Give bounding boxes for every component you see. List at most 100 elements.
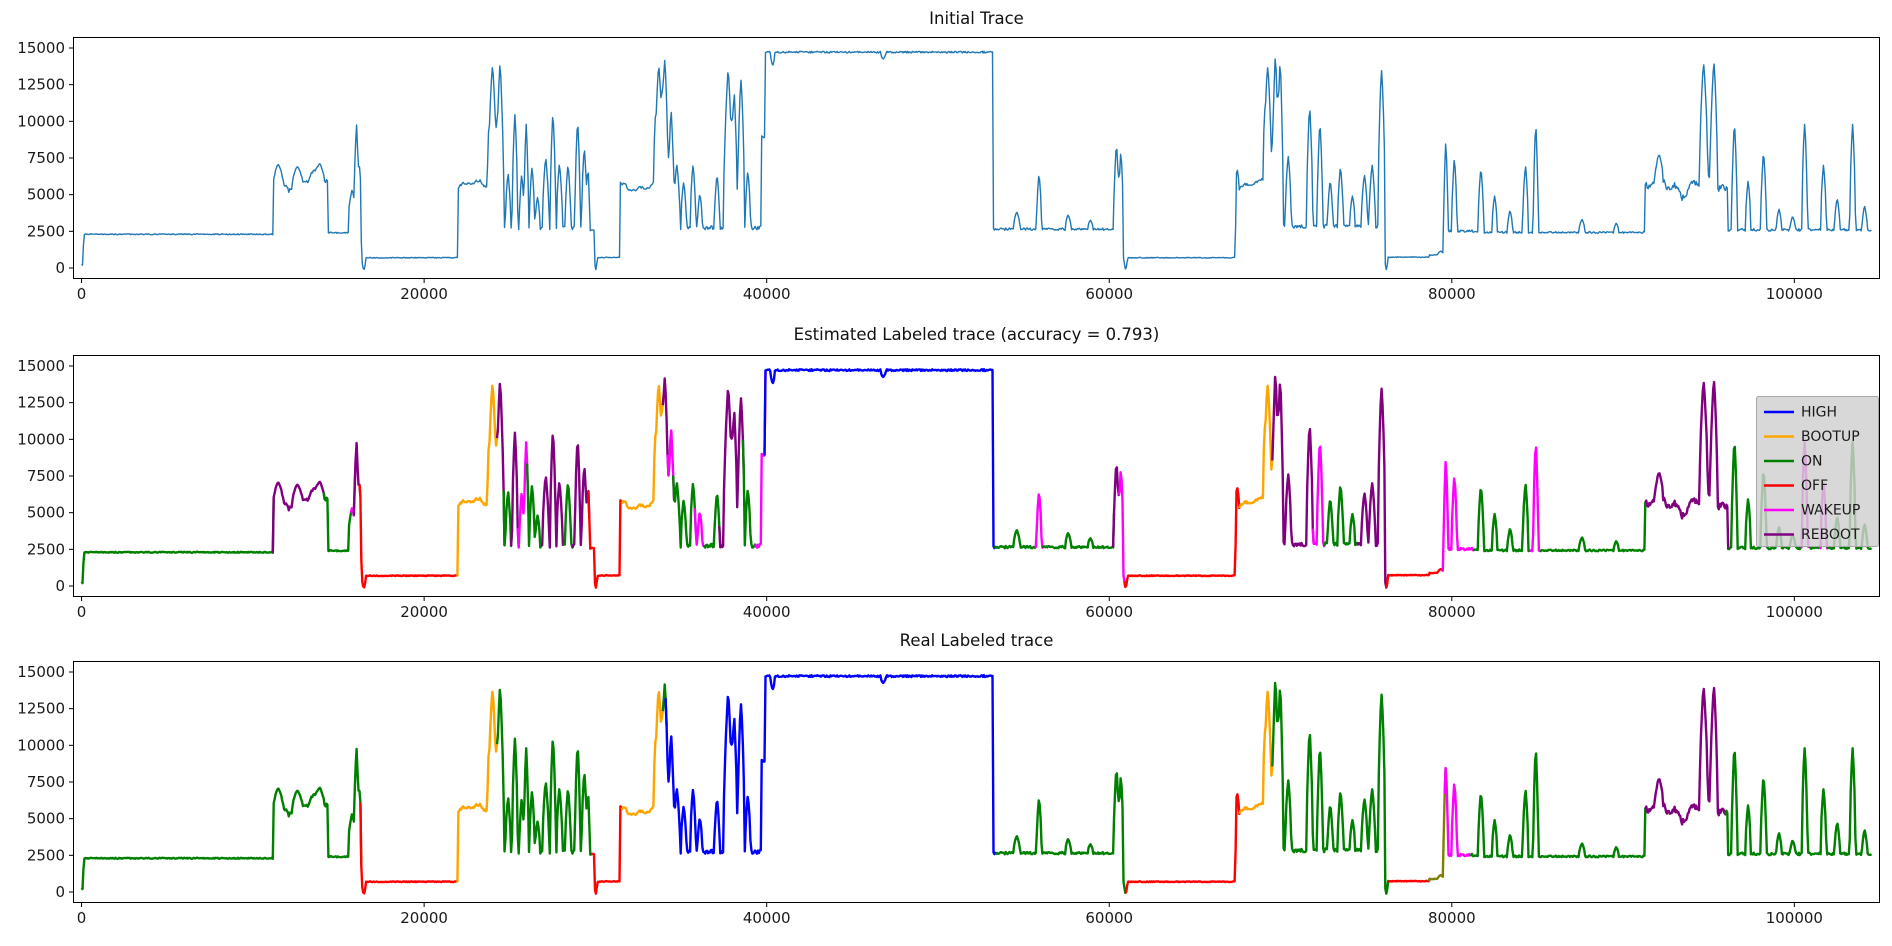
trace-segment-REBOOT bbox=[271, 480, 326, 553]
trace-segment-ON bbox=[80, 747, 363, 891]
y-tick-label: 12500 bbox=[17, 394, 65, 412]
trace-segment-ON bbox=[80, 497, 275, 585]
y-tick-label: 2500 bbox=[27, 540, 65, 558]
x-tick-label: 0 bbox=[77, 285, 87, 303]
trace-segment-ON bbox=[495, 688, 593, 856]
trace-segment-ON bbox=[322, 492, 354, 553]
x-tick-label: 60000 bbox=[1085, 285, 1133, 303]
x-tick-label: 40000 bbox=[743, 603, 791, 621]
trace-segment-ON bbox=[1808, 545, 1822, 550]
legend-label-BOOTUP: BOOTUP bbox=[1801, 429, 1860, 445]
subplot2-title: Estimated Labeled trace (accuracy = 0.79… bbox=[793, 325, 1160, 344]
trace-segment-HIGH bbox=[763, 368, 997, 550]
trace-segment-REBOOT bbox=[571, 444, 591, 549]
legend-label-REBOOT: REBOOT bbox=[1801, 527, 1860, 543]
legend-label-HIGH: HIGH bbox=[1801, 405, 1837, 421]
trace-segment-ON bbox=[672, 475, 697, 549]
trace-segment-ON bbox=[1271, 681, 1390, 895]
series-group bbox=[81, 50, 1872, 271]
trace-segment-BOOTUP bbox=[456, 690, 500, 883]
trace-segment-REBOOT bbox=[1356, 387, 1389, 589]
series-group bbox=[80, 674, 1873, 895]
y-tick-label: 5000 bbox=[27, 504, 65, 522]
trace-segment-WAKEUP bbox=[1443, 766, 1472, 858]
x-tick-label: 100000 bbox=[1766, 285, 1823, 303]
trace-segment-BOOTUP bbox=[1238, 690, 1275, 815]
trace-segment-ON bbox=[525, 463, 543, 549]
trace-segment-REBOOT bbox=[1644, 686, 1728, 826]
x-tick-label: 60000 bbox=[1085, 603, 1133, 621]
trace-segment-ON bbox=[702, 494, 722, 549]
y-tick-label: 10000 bbox=[17, 112, 65, 130]
subplot3-title: Real Labeled trace bbox=[899, 631, 1054, 650]
subplot1-title: Initial Trace bbox=[929, 9, 1024, 28]
trace-segment-BOOTUP bbox=[620, 691, 665, 816]
trace-segment-REBOOT bbox=[1644, 380, 1730, 551]
trace-segment-OFF bbox=[1387, 878, 1431, 883]
trace-segment-WAKEUP bbox=[754, 370, 767, 549]
trace-segment-ON bbox=[1041, 513, 1116, 550]
trace-segment-REBOOT bbox=[495, 382, 506, 546]
plot-spines bbox=[73, 355, 1880, 597]
trace-segment-OFF bbox=[1385, 567, 1444, 588]
trace-segment-WAKEUP bbox=[1117, 471, 1127, 588]
trace-segment-OFF bbox=[1123, 487, 1242, 589]
y-tick-label: 2500 bbox=[27, 846, 65, 864]
x-tick-label: 100000 bbox=[1766, 909, 1823, 927]
axes bbox=[73, 355, 1880, 597]
y-tick-label: 2500 bbox=[27, 222, 65, 240]
trace-segment-HIGH bbox=[664, 674, 998, 856]
tick-group: 0 20000 40000 60000 80000 100000 0 2500 5000 7500… bbox=[17, 663, 1823, 927]
trace-segment-WAKEUP bbox=[666, 429, 676, 501]
trace-segment-OLIVE bbox=[1427, 768, 1447, 882]
trace-segment-REBOOT bbox=[540, 434, 565, 549]
plot-spines bbox=[73, 37, 1880, 279]
trace-segment-ON bbox=[1472, 483, 1531, 553]
x-tick-label: 20000 bbox=[400, 909, 448, 927]
trace-segment-ON bbox=[1724, 747, 1873, 857]
trace-segment-ON bbox=[1539, 500, 1648, 553]
initial-trace-line bbox=[81, 50, 1872, 271]
axes bbox=[73, 37, 1880, 279]
x-tick-label: 100000 bbox=[1766, 603, 1823, 621]
y-tick-label: 10000 bbox=[17, 430, 65, 448]
y-tick-label: 0 bbox=[55, 259, 65, 277]
x-tick-label: 0 bbox=[77, 603, 87, 621]
trace-segment-ON bbox=[741, 439, 758, 549]
y-tick-label: 15000 bbox=[17, 39, 65, 57]
trace-segment-OFF bbox=[587, 491, 624, 589]
trace-segment-WAKEUP bbox=[1034, 493, 1045, 549]
y-tick-label: 7500 bbox=[27, 467, 65, 485]
y-tick-label: 7500 bbox=[27, 773, 65, 791]
trace-segment-REBOOT bbox=[718, 389, 745, 549]
y-tick-label: 10000 bbox=[17, 736, 65, 754]
trace-segment-BOOTUP bbox=[456, 384, 500, 577]
trace-segment-WAKEUP bbox=[1441, 460, 1475, 572]
trace-segment-REBOOT bbox=[352, 441, 362, 516]
trace-segment-WAKEUP bbox=[1529, 446, 1542, 553]
trace-segment-WAKEUP bbox=[516, 441, 530, 549]
trace-segment-BOOTUP bbox=[1238, 384, 1275, 509]
x-tick-label: 0 bbox=[77, 909, 87, 927]
trace-segment-WAKEUP bbox=[1311, 445, 1327, 548]
trace-segment-REBOOT bbox=[509, 431, 520, 548]
legend-label-WAKEUP: WAKEUP bbox=[1801, 503, 1860, 519]
x-tick-label: 20000 bbox=[400, 285, 448, 303]
trace-segment-OFF bbox=[590, 805, 624, 895]
y-tick-label: 15000 bbox=[17, 357, 65, 375]
legend: HIGH BOOTUP ON OFF WAKEUP REBOOT bbox=[1756, 396, 1879, 547]
trace-segment-WAKEUP bbox=[693, 508, 705, 548]
plot-spines bbox=[73, 661, 1880, 903]
trace-segment-REBOOT bbox=[1271, 375, 1315, 548]
y-tick-label: 0 bbox=[55, 577, 65, 595]
trace-segment-OFF bbox=[358, 484, 458, 589]
legend-label-OFF: OFF bbox=[1801, 478, 1828, 494]
trace-segment-ON bbox=[993, 529, 1037, 550]
x-tick-label: 40000 bbox=[743, 909, 791, 927]
y-tick-label: 5000 bbox=[27, 810, 65, 828]
x-tick-label: 20000 bbox=[400, 603, 448, 621]
y-tick-label: 15000 bbox=[17, 663, 65, 681]
